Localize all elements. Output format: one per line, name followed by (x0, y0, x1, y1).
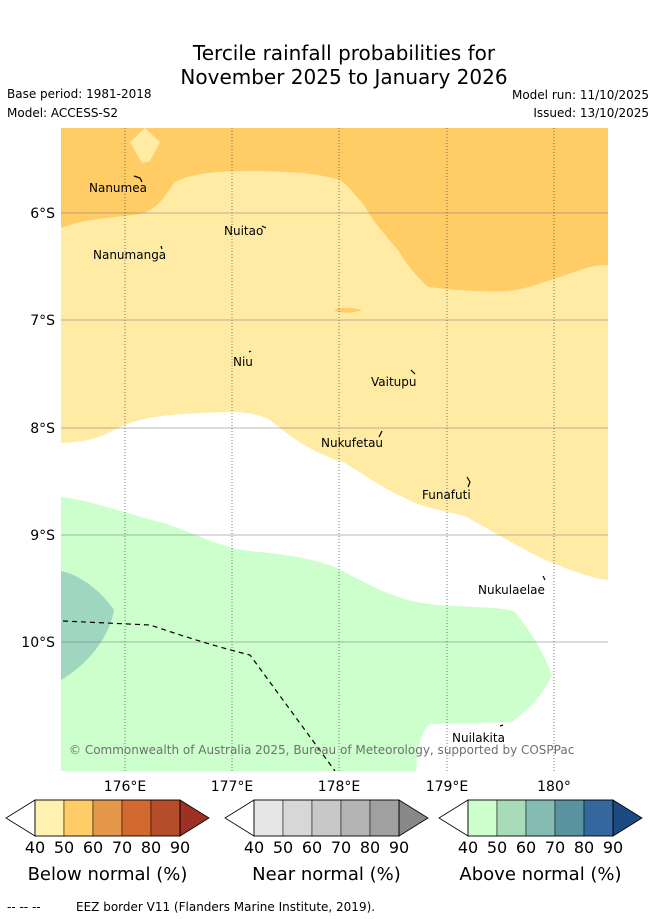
colorbar-segment (121, 799, 152, 837)
colorbar-segment (340, 799, 371, 837)
eez-border-line (62, 620, 336, 771)
colorbar-near-normal: 40 50 60 70 80 90 Near normal (%) (224, 799, 429, 885)
island-label: Nanumea (89, 181, 147, 195)
colorbar-low-extension (5, 799, 36, 837)
colorbar-tick-label: 80 (141, 838, 161, 857)
island-label: Nuitao (224, 224, 263, 238)
colorbar-above-normal: 40 50 60 70 80 90 Above normal (%) (438, 799, 643, 885)
lon-label: 179°E (426, 779, 469, 795)
colorbar-segment (282, 799, 313, 837)
island-shape-nanumea (133, 175, 143, 183)
island-shape-funafuti (466, 476, 471, 488)
map-area: Nanumea Nuitao Nanumanga Niu Vaitupu Nuk… (61, 128, 608, 771)
colorbar-tick-label: 40 (244, 838, 264, 857)
island-shape-niu (248, 350, 252, 353)
island-label: Nanumanga (93, 248, 166, 262)
colorbar-title: Below normal (%) (28, 864, 188, 885)
island-shape-nuilakita (499, 724, 504, 727)
colorbar-tick-label: 40 (25, 838, 45, 857)
region-below-40-blob (130, 128, 160, 163)
region-above-50 (61, 571, 114, 680)
colorbar-tick-label: 60 (516, 838, 536, 857)
colorbar-segment (63, 799, 94, 837)
colorbar-high-extension (612, 799, 643, 837)
longitude-gridlines (124, 128, 555, 771)
colorbar-segment (311, 799, 342, 837)
lat-label: 8°S (30, 421, 55, 437)
island-label: Funafuti (422, 488, 471, 502)
issued-date: Issued: 13/10/2025 (533, 106, 649, 120)
colorbar-tick-label: 80 (360, 838, 380, 857)
latitude-gridlines (61, 212, 608, 643)
lon-label: 180° (537, 779, 571, 795)
colorbar-high-extension (398, 799, 429, 837)
colorbar-segment (554, 799, 585, 837)
colorbar-tick-label: 90 (603, 838, 623, 857)
base-period: Base period: 1981-2018 (7, 87, 152, 101)
colorbar-segment (496, 799, 527, 837)
colorbar-tick-label: 50 (273, 838, 293, 857)
colorbar-tick-label: 80 (574, 838, 594, 857)
colorbar-outline (467, 799, 614, 837)
copyright-notice: © Commonwealth of Australia 2025, Bureau… (69, 743, 574, 757)
colorbar-low-extension (224, 799, 255, 837)
colorbar-tick-label: 70 (331, 838, 351, 857)
colorbar-tick-label: 60 (302, 838, 322, 857)
island-shape-vaitupu (410, 369, 416, 375)
colorbar-title: Near normal (%) (252, 864, 401, 885)
colorbar-tick-label: 40 (458, 838, 478, 857)
island-shape-nuitao (261, 225, 267, 229)
colorbar-tick-label: 90 (389, 838, 409, 857)
island-shape-nukulaelae (542, 575, 546, 581)
lat-label: 7°S (30, 313, 55, 329)
colorbar-tick-label: 60 (83, 838, 103, 857)
model-name: Model: ACCESS-S2 (7, 106, 119, 120)
model-run: Model run: 11/10/2025 (511, 88, 649, 102)
title-line-2: November 2025 to January 2026 (180, 65, 508, 89)
title-line-1: Tercile rainfall probabilities for (192, 41, 496, 65)
lon-label: 176°E (104, 779, 147, 795)
colorbar-tick-label: 90 (170, 838, 190, 857)
region-below-50-sliver (334, 307, 362, 313)
colorbar-segment (150, 799, 181, 837)
colorbar-below-normal: 40 50 60 70 80 90 Below normal (%) (5, 799, 210, 885)
lon-label: 178°E (318, 779, 361, 795)
lat-label: 10°S (21, 635, 55, 651)
colorbar-low-extension (438, 799, 469, 837)
colorbar-tick-label: 70 (545, 838, 565, 857)
colorbar-segment (34, 799, 65, 837)
lat-label: 6°S (30, 206, 55, 222)
island-label: Nukufetau (321, 436, 383, 450)
island-markers (133, 175, 546, 727)
colorbar-segment (525, 799, 556, 837)
colorbar-outline (34, 799, 181, 837)
lat-label: 9°S (30, 528, 55, 544)
island-label: Nuilakita (452, 731, 505, 745)
region-below-50 (61, 128, 608, 292)
colorbar-segment (369, 799, 400, 837)
colorbar-tick-label: 50 (487, 838, 507, 857)
colorbar-segment (253, 799, 284, 837)
colorbar-outline (253, 799, 400, 837)
region-above-40 (61, 497, 552, 771)
colorbar-segment (92, 799, 123, 837)
colorbar-title: Above normal (%) (459, 864, 621, 885)
colorbar-tick-label: 70 (112, 838, 132, 857)
eez-legend-symbol: -- -- -- (7, 900, 41, 914)
lon-label: 177°E (211, 779, 254, 795)
colorbar-high-extension (179, 799, 210, 837)
colorbar-segment (467, 799, 498, 837)
island-label: Niu (233, 355, 253, 369)
island-shape-nanumanga (160, 245, 163, 250)
eez-legend-text: EEZ border V11 (Flanders Marine Institut… (76, 900, 375, 914)
colorbar-tick-label: 50 (54, 838, 74, 857)
island-label: Vaitupu (371, 375, 417, 389)
colorbar-segment (583, 799, 614, 837)
island-shape-nukufetau (378, 430, 383, 438)
island-label: Nukulaelae (478, 583, 545, 597)
